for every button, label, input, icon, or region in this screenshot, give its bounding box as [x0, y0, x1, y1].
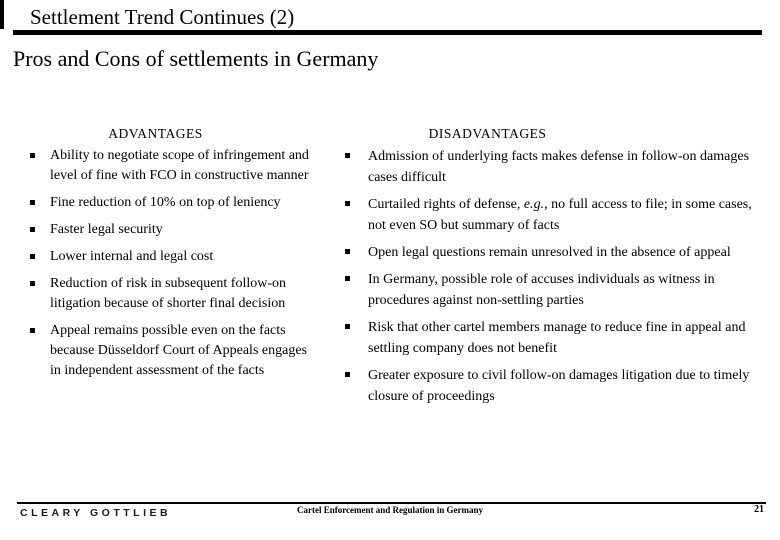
bullet-item: Lower internal and legal cost — [30, 247, 314, 267]
disadvantages-list: Admission of underlying facts makes defe… — [345, 146, 766, 413]
bullet-item: Risk that other cartel members manage to… — [345, 317, 766, 359]
bullet-text: Risk that other cartel members manage to… — [368, 320, 746, 356]
bullet-text: Fine reduction of 10% on top of leniency — [50, 195, 281, 210]
bullet-square-icon — [345, 249, 350, 254]
bullet-item: Fine reduction of 10% on top of leniency — [30, 193, 314, 213]
disadvantages-header: DISADVANTAGES — [428, 126, 547, 141]
bullet-square-icon — [345, 372, 350, 377]
slide-subtitle: Pros and Cons of settlements in Germany — [13, 46, 379, 71]
bullet-square-icon — [345, 324, 350, 329]
bullet-text: Faster legal security — [50, 222, 163, 237]
bullet-text: Lower internal and legal cost — [50, 249, 214, 264]
slide-title: Settlement Trend Continues (2) — [30, 5, 295, 29]
bullet-square-icon — [345, 153, 350, 158]
bullet-text: Greater exposure to civil follow-on dama… — [368, 368, 750, 404]
page-number: 21 — [754, 504, 764, 515]
bullet-text: Curtailed rights of defense, e.g., no fu… — [368, 197, 752, 233]
advantages-list: Ability to negotiate scope of infringeme… — [30, 146, 314, 388]
bullet-item: Open legal questions remain unresolved i… — [345, 242, 766, 263]
bullet-item: Faster legal security — [30, 220, 314, 240]
bullet-text: Reduction of risk in subsequent follow-o… — [50, 276, 287, 311]
bullet-item: Admission of underlying facts makes defe… — [345, 146, 766, 188]
advantages-header: ADVANTAGES — [108, 126, 203, 141]
bullet-square-icon — [30, 254, 35, 259]
bullet-item: Appeal remains possible even on the fact… — [30, 321, 314, 381]
bullet-square-icon — [30, 281, 35, 286]
bullet-item: Greater exposure to civil follow-on dama… — [345, 365, 766, 407]
bullet-square-icon — [30, 328, 35, 333]
title-underline — [13, 30, 762, 35]
corner-mark — [0, 0, 4, 29]
bullet-text: Open legal questions remain unresolved i… — [368, 245, 731, 260]
bullet-item: Ability to negotiate scope of infringeme… — [30, 146, 314, 186]
company-logo: CLEARY GOTTLIEB — [20, 507, 172, 519]
bullet-text: Appeal remains possible even on the fact… — [50, 323, 307, 378]
bullet-text: Admission of underlying facts makes defe… — [368, 149, 750, 185]
bullet-square-icon — [345, 276, 350, 281]
bullet-item: Reduction of risk in subsequent follow-o… — [30, 274, 314, 314]
footer-rule — [17, 502, 766, 504]
footer-title: Cartel Enforcement and Regulation in Ger… — [296, 505, 484, 515]
bullet-square-icon — [30, 200, 35, 205]
bullet-item: Curtailed rights of defense, e.g., no fu… — [345, 194, 766, 236]
bullet-text: In Germany, possible role of accuses ind… — [368, 272, 715, 308]
bullet-square-icon — [30, 153, 35, 158]
bullet-text: Ability to negotiate scope of infringeme… — [50, 148, 309, 183]
bullet-item: In Germany, possible role of accuses ind… — [345, 269, 766, 311]
bullet-square-icon — [30, 227, 35, 232]
bullet-square-icon — [345, 201, 350, 206]
